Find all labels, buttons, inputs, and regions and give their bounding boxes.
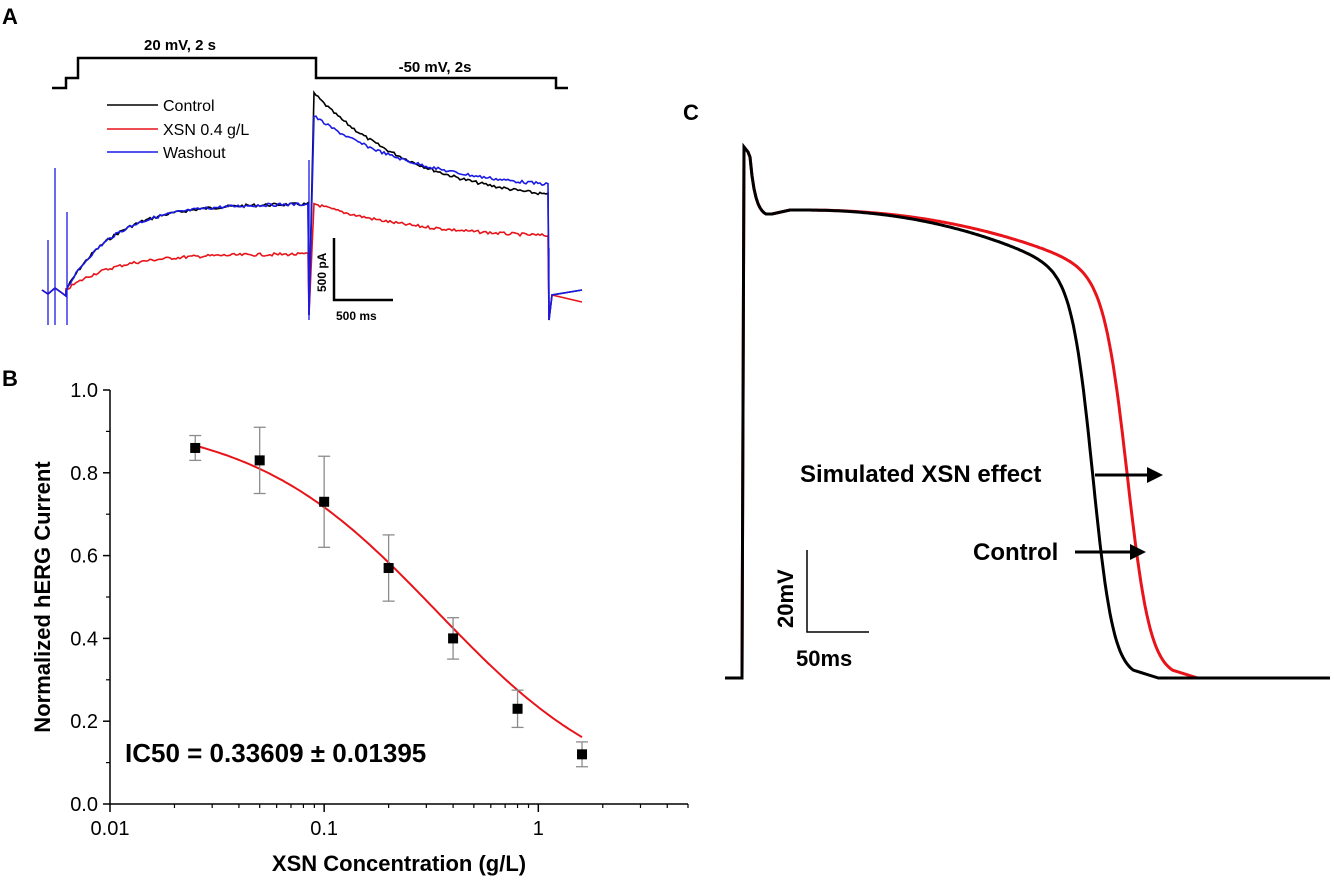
panel-b: B 0.0 0.2 0.4 0.6 0.8 1.0 0.01 0.1 1 Normalized… <box>2 366 689 876</box>
data-point <box>577 749 588 760</box>
data-point <box>512 703 523 714</box>
ic50-annotation: IC50 = 0.33609 ± 0.01395 <box>125 738 426 768</box>
x-tick-label: 1 <box>533 818 544 840</box>
y-tick-label: 1.0 <box>70 380 98 402</box>
scale-bar-a-y-label: 500 pA <box>315 252 329 292</box>
scale-bar-c: 20mV 50ms <box>773 550 869 671</box>
data-point <box>383 563 394 574</box>
x-tick-label: 0.01 <box>91 818 130 840</box>
xsn-arrow <box>1095 467 1163 483</box>
y-tick-label: 0.6 <box>70 546 98 568</box>
axis-ticks-b <box>103 389 689 812</box>
panel-a-label: A <box>2 4 18 29</box>
current-trace-xsn-0-4-g-l <box>41 202 583 321</box>
scale-bar-a-x-label: 500 ms <box>336 309 377 323</box>
voltage-protocol <box>52 56 568 90</box>
y-axis-label-b: Normalized hERG Current <box>30 461 55 733</box>
data-point <box>319 496 330 507</box>
data-point <box>254 455 265 466</box>
error-bars <box>189 426 589 768</box>
action-potential-traces <box>725 142 1330 680</box>
y-tick-labels-b: 0.0 0.2 0.4 0.6 0.8 1.0 <box>70 380 98 816</box>
y-tick-label: 0.4 <box>70 628 98 650</box>
y-tick-label: 0.0 <box>70 794 98 816</box>
panel-b-label: B <box>2 366 18 391</box>
xsn-trace-label: Simulated XSN effect <box>800 461 1041 488</box>
x-tick-label: 0.1 <box>310 818 338 840</box>
scale-bar-a: 500 pA 500 ms <box>315 238 393 323</box>
legend-a: Control XSN 0.4 g/L Washout <box>107 98 249 162</box>
x-axis-label-b: XSN Concentration (g/L) <box>272 851 526 876</box>
control-trace-label: Control <box>973 539 1058 566</box>
panel-a: A 20 mV, 2 s -50 mV, 2s Control XSN 0.4 … <box>2 4 583 325</box>
control-arrow <box>1075 544 1146 560</box>
scale-bar-c-y-label: 20mV <box>773 569 798 628</box>
legend-label-washout: Washout <box>163 145 226 162</box>
panel-c-label: C <box>683 100 699 125</box>
legend-label-control: Control <box>163 98 215 115</box>
x-tick-labels-b: 0.01 0.1 1 <box>91 818 544 840</box>
data-point <box>190 442 201 453</box>
protocol-step2-label: -50 mV, 2s <box>399 59 472 76</box>
current-trace-washout <box>41 115 583 321</box>
panel-c: C Simulated XSN effect Control 20mV 50ms <box>683 100 1330 680</box>
current-traces <box>41 90 583 325</box>
ap-trace-control <box>725 142 1330 680</box>
legend-label-xsn: XSN 0.4 g/L <box>163 122 249 139</box>
y-tick-label: 0.2 <box>70 711 98 733</box>
data-point <box>448 633 459 644</box>
protocol-step1-label: 20 mV, 2 s <box>144 37 216 54</box>
scale-bar-c-x-label: 50ms <box>796 646 852 671</box>
y-tick-label: 0.8 <box>70 463 98 485</box>
ap-trace-simulated-xsn-effect <box>725 142 1330 680</box>
data-points <box>190 442 588 760</box>
